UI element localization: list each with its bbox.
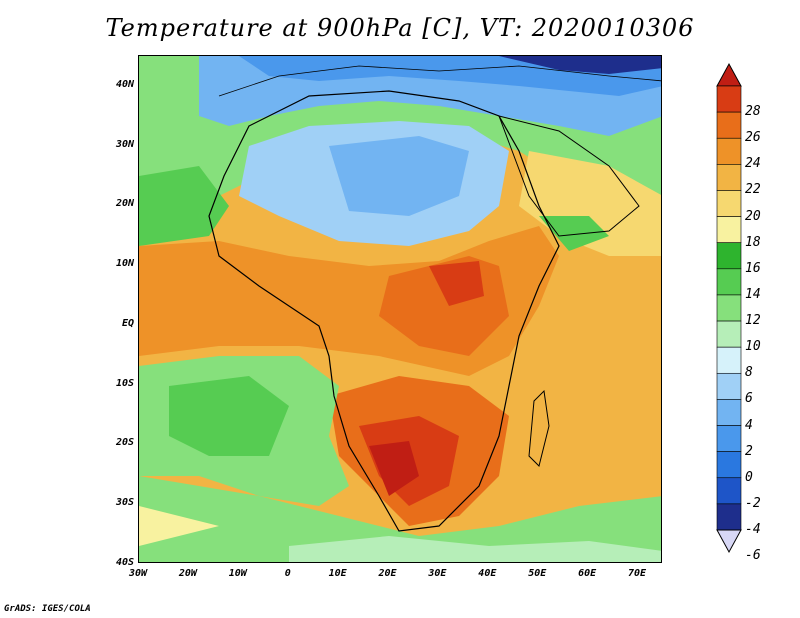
field-sahara-core bbox=[329, 136, 469, 216]
field-north-atlantic-green bbox=[139, 166, 229, 246]
europe-coastline bbox=[218, 65, 661, 97]
lat-label: 20N bbox=[115, 198, 134, 210]
colorbar-tick-label: 10 bbox=[745, 339, 761, 355]
lon-label: 40E bbox=[478, 568, 497, 579]
colorbar-tick-label: 12 bbox=[745, 313, 761, 329]
madagascar-coastline bbox=[528, 389, 550, 467]
colorbar-tick-label: -2 bbox=[745, 495, 761, 511]
lon-label: 70E bbox=[628, 568, 647, 579]
lat-label: 10S bbox=[115, 377, 134, 389]
colorbar-tick-label: 20 bbox=[745, 208, 761, 224]
colorbar-swatch bbox=[716, 346, 742, 374]
colorbar-swatch bbox=[716, 320, 742, 348]
lon-label: 20W bbox=[178, 568, 197, 579]
colorbar-swatch bbox=[716, 85, 742, 113]
colorbar-swatch bbox=[716, 164, 742, 191]
lon-label: 50E bbox=[528, 568, 547, 579]
colorbar-tick-label: 6 bbox=[745, 391, 753, 407]
colorbar-swatch bbox=[716, 503, 742, 531]
lon-label: 10W bbox=[228, 568, 247, 579]
colorbar-tick-label: 8 bbox=[745, 365, 753, 381]
lat-label: 40N bbox=[115, 78, 134, 90]
colorbar-swatch bbox=[716, 451, 742, 479]
lon-label: 10E bbox=[328, 568, 347, 579]
lon-label: 30E bbox=[428, 568, 447, 579]
field-south-subtropics bbox=[139, 476, 661, 562]
colorbar-tick-label: 24 bbox=[745, 156, 761, 172]
colorbar-tick-label: 18 bbox=[745, 234, 761, 250]
field-horn-green bbox=[539, 216, 609, 251]
temperature-field-map bbox=[139, 56, 661, 562]
colorbar-top-triangle bbox=[716, 62, 742, 87]
colorbar-swatch bbox=[716, 216, 742, 244]
credit-text: GrADS: IGES/COLA bbox=[4, 604, 91, 614]
field-north-coldest bbox=[499, 56, 661, 74]
colorbar-tick-label: 4 bbox=[745, 417, 753, 433]
colorbar-tick-label: 26 bbox=[745, 130, 761, 146]
colorbar-swatch bbox=[716, 242, 742, 270]
lat-label: 30N bbox=[115, 138, 134, 150]
chart-title: Temperature at 900hPa [C], VT: 202001030… bbox=[105, 14, 695, 42]
colorbar-swatch bbox=[716, 477, 742, 505]
colorbar-bottom-triangle bbox=[716, 529, 742, 554]
colorbar-swatch bbox=[716, 294, 742, 322]
field-south-yellow bbox=[139, 506, 219, 546]
field-hot-core-north bbox=[429, 261, 484, 306]
field-south-atlantic-darkgreen bbox=[169, 376, 289, 456]
colorbar-swatch bbox=[716, 425, 742, 452]
arabia-coastline bbox=[498, 115, 640, 237]
lat-label: EQ bbox=[121, 317, 134, 329]
colorbar-swatch bbox=[716, 190, 742, 217]
field-kalahari-core bbox=[369, 441, 419, 496]
colorbar-tick-label: 28 bbox=[745, 104, 761, 120]
colorbar-tick-label: 14 bbox=[745, 286, 761, 302]
lon-label: 0 bbox=[284, 568, 291, 579]
field-arabia bbox=[519, 151, 661, 266]
lon-label: 60E bbox=[578, 568, 597, 579]
colorbar-tick-label: -4 bbox=[745, 522, 761, 537]
lon-label: 30W bbox=[128, 568, 148, 579]
colorbar-tick-label: 22 bbox=[745, 182, 761, 198]
map-plot-area bbox=[138, 55, 662, 563]
field-southern-ocean-cool bbox=[289, 536, 661, 562]
lon-label: 20E bbox=[378, 568, 397, 579]
colorbar-tick-label: 16 bbox=[745, 260, 761, 276]
lat-label: 30S bbox=[115, 497, 134, 509]
colorbar-swatch bbox=[716, 268, 742, 296]
colorbar-tick-label: 0 bbox=[745, 469, 753, 485]
lat-label: 40S bbox=[115, 557, 134, 568]
lat-label: 20S bbox=[115, 437, 134, 449]
field-indian-ocean bbox=[539, 256, 661, 526]
colorbar-swatch bbox=[716, 137, 742, 165]
colorbar-swatch bbox=[716, 399, 742, 426]
lat-label: 10N bbox=[115, 258, 134, 270]
colorbar-tick-label: -6 bbox=[745, 548, 761, 564]
colorbar-tick-label: 2 bbox=[745, 443, 753, 459]
colorbar-swatch bbox=[716, 111, 742, 139]
colorbar-swatch bbox=[716, 372, 742, 400]
colorbar bbox=[716, 62, 742, 554]
